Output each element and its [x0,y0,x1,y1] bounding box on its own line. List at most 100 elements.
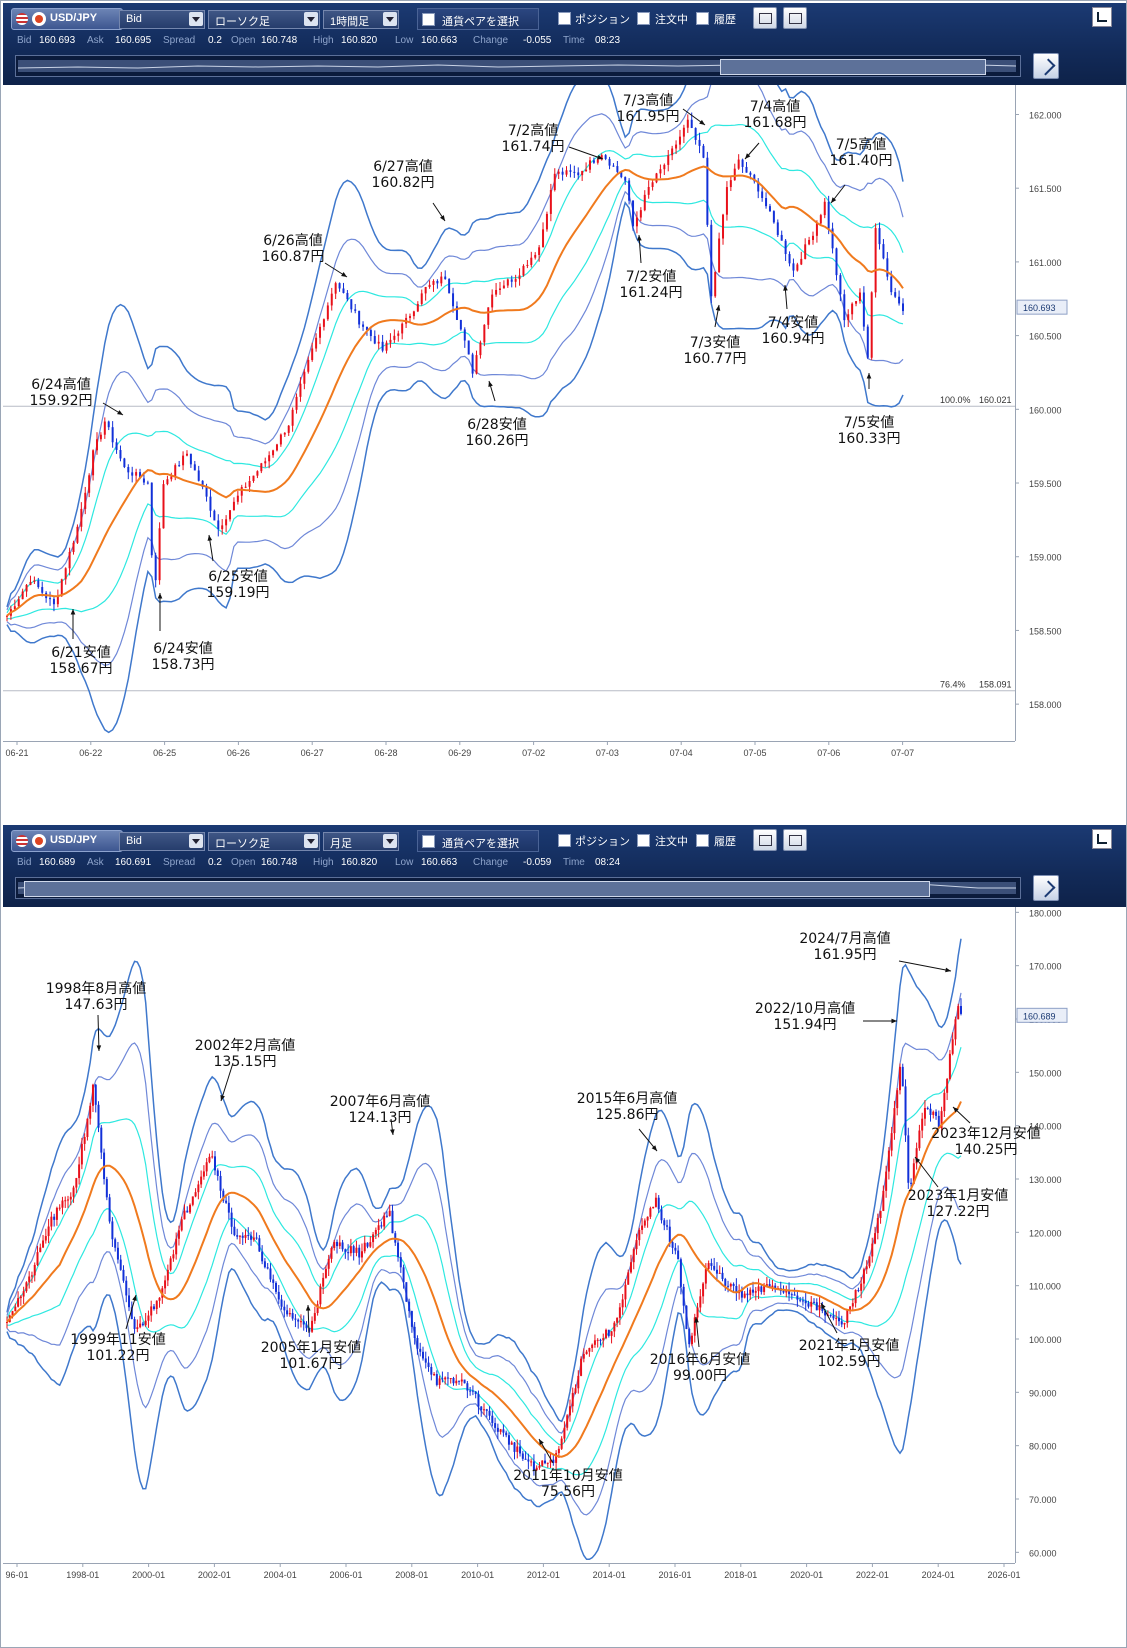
navigator-window[interactable] [24,881,930,897]
settings-window-button[interactable] [783,829,807,851]
candle-body [846,1309,849,1324]
hourly-chart[interactable]: 162.000 161.500 161.000 160.500 160.000 159.5… [3,85,1126,821]
candle-body [131,472,134,476]
annotation-line2: 160.94円 [762,331,825,347]
annotation-line1: 2023年1月安値 [908,1188,1009,1204]
candle-body [923,1107,926,1119]
annotation-line2: 161.68円 [744,115,807,131]
candle-body [385,1215,388,1217]
candle-body [119,450,122,459]
candle-body [835,248,838,276]
candle-body [851,303,854,315]
candle-body [627,1272,630,1285]
navigator-scrollbar[interactable] [15,877,1021,899]
candle-body [44,1236,47,1241]
annotation-arrowhead [699,119,705,125]
y-tick-label: 161.500 [1029,184,1062,194]
candle-body [166,1269,169,1281]
candle-body [180,1219,183,1231]
annotation-line1: 6/27高値 [373,158,432,175]
candle-body [150,1306,153,1316]
draw-tool-button[interactable] [753,829,777,851]
candle-body [130,1307,133,1320]
collapse-icon[interactable] [1092,829,1112,849]
bollinger-upper-2sigma [6,992,962,1434]
candle-body [471,354,474,374]
orders-checkbox[interactable] [637,834,650,847]
toolbar: USD/JPY Bid ローソク足 月足 通貨ペアを選択 ポジション 注文中 履… [3,825,1126,907]
candle-body [219,1175,222,1191]
candle-body [849,1306,852,1310]
annotation-arrow-line [898,960,952,972]
chart-type-select[interactable]: ローソク足 [208,832,320,851]
currency-pair-label: USD/JPY [50,12,98,24]
draw-tool-button[interactable] [753,7,777,29]
timeframe-select[interactable]: 月足 [323,832,399,851]
candle-body [469,1390,472,1392]
candle-body [49,598,52,600]
expand-icon[interactable] [1033,53,1059,79]
candle-body [76,526,79,543]
candle-body [72,1187,75,1197]
navigator-window[interactable] [720,59,986,75]
candle-body [305,1324,308,1329]
timeframe-select[interactable]: 1時間足 [323,10,399,29]
pair-select-label: 通貨ペアを選択 [442,838,519,850]
candle-body [654,1197,657,1207]
candle-body [383,1215,386,1227]
pair-select-box[interactable]: 通貨ペアを選択 [417,830,539,852]
candle-body [621,1299,624,1308]
candle-body [718,1272,721,1274]
pair-select-checkbox[interactable] [422,13,435,26]
candle-body [749,172,752,175]
candle-body [677,1250,680,1260]
monthly-chart[interactable]: 180.000170.000160.000150.000140.000130.0… [3,907,1126,1643]
currency-pair-button[interactable]: USD/JPY [11,8,123,30]
candle-body [882,244,885,259]
annotation-arrowhead [341,272,347,277]
candle-body [123,458,126,468]
navigator-scrollbar[interactable] [15,55,1021,77]
y-tick-label: 161.000 [1029,258,1062,268]
currency-pair-button[interactable]: USD/JPY [11,830,123,852]
candle-body [452,293,455,307]
candle-body [347,1252,350,1254]
pair-select-box[interactable]: 通貨ペアを選択 [417,8,539,30]
annotation-arrowhead [70,609,76,615]
annotation-line2: 102.59円 [818,1354,881,1370]
orders-checkbox[interactable] [637,12,650,25]
candle-body [178,465,181,467]
annotation-line1: 7/3高値 [623,92,674,109]
collapse-icon[interactable] [1092,7,1112,27]
position-checkbox[interactable] [558,834,571,847]
candle-body [532,1461,535,1471]
price-type-select[interactable]: Bid [119,10,205,29]
bollinger-lower-3sigma [6,201,904,734]
history-checkbox[interactable] [696,12,709,25]
chevron-down-icon [383,12,397,26]
settings-window-button[interactable] [783,7,807,29]
low-value: 160.663 [421,35,458,46]
candle-body [585,169,588,172]
candle-body [41,587,44,593]
chart-type-select[interactable]: ローソク足 [208,10,320,29]
candle-body [369,330,372,337]
candle-body [441,1378,444,1380]
annotation-arrowhead [745,153,751,159]
candle-body [878,228,881,245]
price-type-select[interactable]: Bid [119,832,205,851]
x-tick-label: 07-04 [670,748,693,758]
candle-body [491,1415,494,1424]
candle-body [935,1111,938,1116]
candle-body [279,434,282,445]
position-checkbox[interactable] [558,12,571,25]
history-checkbox[interactable] [696,834,709,847]
expand-icon[interactable] [1033,875,1059,901]
candle-body [568,1406,571,1416]
candle-body [363,1242,366,1252]
pair-select-checkbox[interactable] [422,835,435,848]
candle-body [643,194,646,211]
candle-body [194,1192,197,1197]
candle-body [763,1286,766,1292]
candle-body [682,1286,685,1306]
